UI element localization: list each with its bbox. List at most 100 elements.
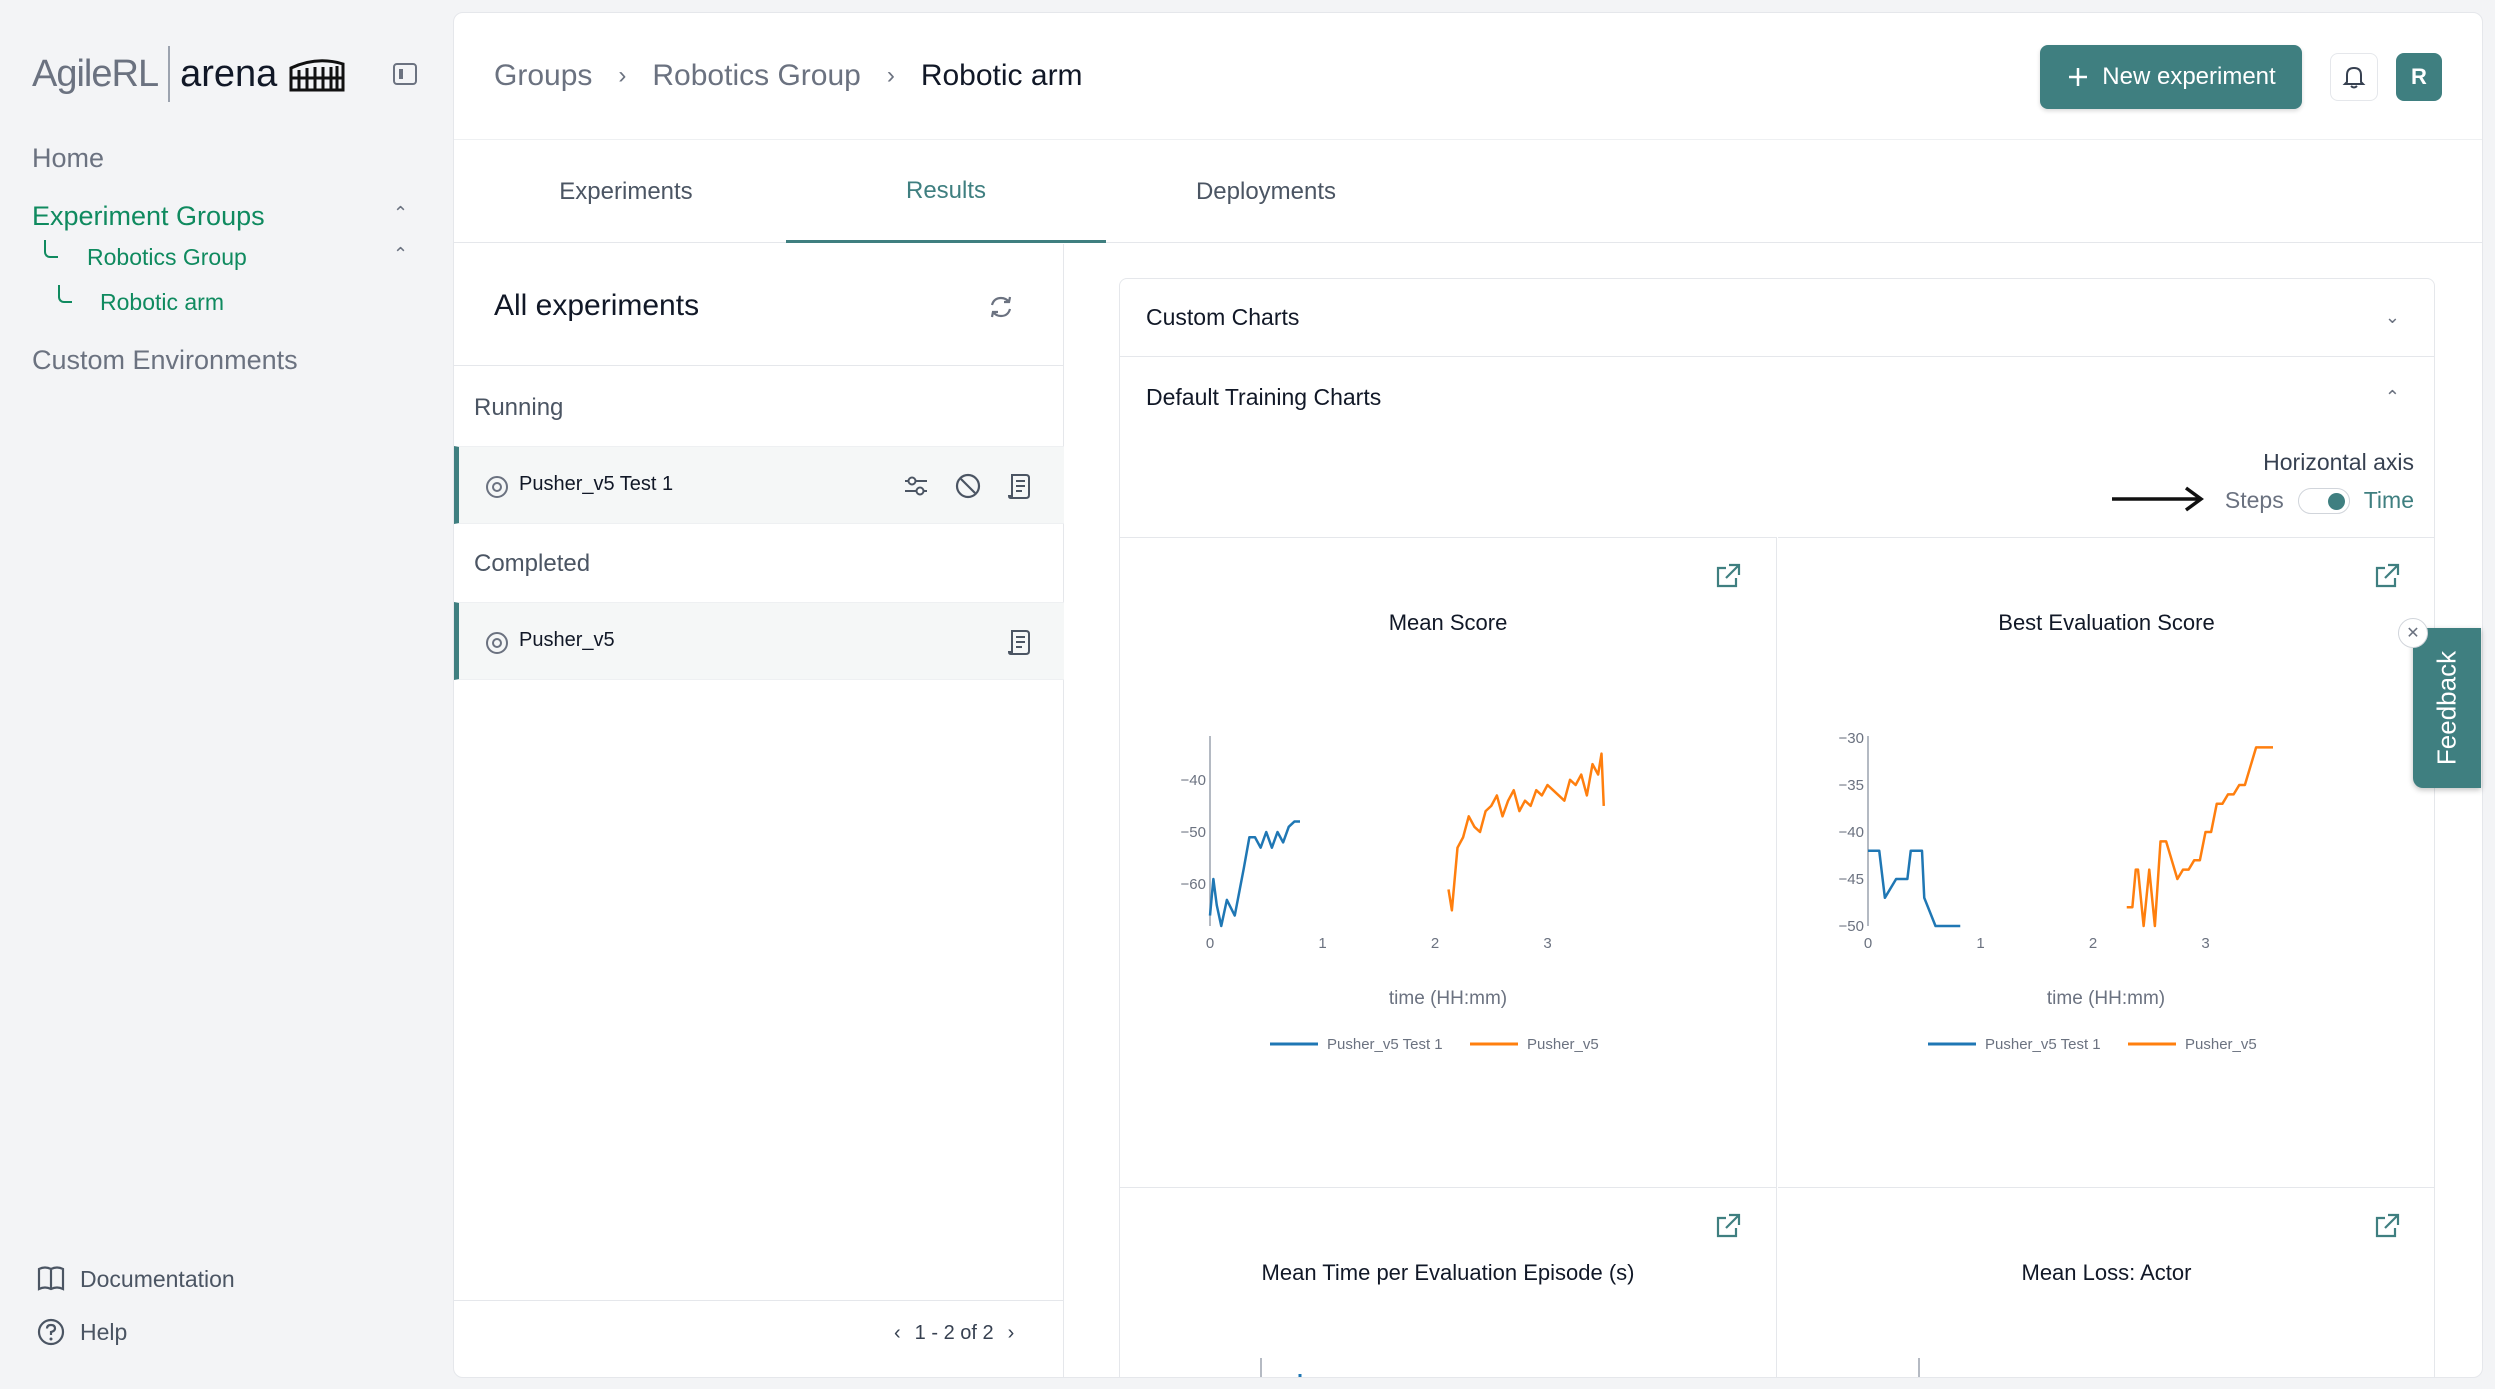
feedback-label: Feedback [2431,650,2462,766]
new-experiment-button[interactable]: New experiment [2040,45,2302,109]
y-tick-label: −50 [1839,918,1864,935]
x-axis-label: time (HH:mm) [1389,988,1507,1009]
axis-toggle-switch[interactable] [2297,487,2350,514]
breadcrumb-separator: › [886,62,895,89]
logo-arena-text: arena [180,52,278,95]
chart-title: Mean Loss: Actor [2021,1260,2192,1285]
sliders-icon[interactable] [901,471,931,501]
external-link-icon[interactable] [2373,562,2401,590]
book-icon [37,1266,65,1291]
chevron-up-icon[interactable]: ⌃ [393,244,409,264]
external-link-icon[interactable] [1714,1212,1742,1240]
logs-icon[interactable] [1005,471,1035,501]
pagination: ‹ 1 - 2 of 2 › [894,1322,1014,1345]
nav-experiment-groups[interactable]: Experiment Groups [32,201,265,231]
tab-results[interactable]: Results [786,141,1106,243]
experiments-title: All experiments [494,289,700,322]
chevron-up-icon[interactable]: ⌃ [393,203,409,223]
notifications-button[interactable] [2330,53,2378,101]
y-tick-label: −60 [1181,876,1206,893]
new-experiment-label: New experiment [2102,63,2276,90]
breadcrumb-robotics-group[interactable]: Robotics Group [652,59,861,92]
sidebar-collapse-icon[interactable] [392,62,418,86]
chart-axis-stub [1260,1358,1302,1377]
tab-deployments[interactable]: Deployments [1195,178,1337,205]
tree-branch-icon [58,285,72,303]
x-tick-label: 0 [1864,935,1872,952]
avatar[interactable]: R [2396,53,2442,101]
x-tick-label: 0 [1206,935,1214,952]
running-label: Running [474,394,564,421]
external-link-icon[interactable] [2373,1212,2401,1240]
y-tick-label: −40 [1839,824,1864,841]
agilerl-arena-logo[interactable]: AgileRL arena [32,44,347,104]
nav-robotics-group[interactable]: Robotics Group [87,244,247,270]
chevron-right-icon[interactable]: › [1007,1322,1015,1344]
chevron-down-icon[interactable]: ⌄ [2384,307,2400,327]
breadcrumb-separator: › [618,62,627,89]
divider [454,1300,1064,1301]
steps-label[interactable]: Steps [2224,487,2284,513]
mean-score-chart: 0 1 2 3 −40 −50 −60 time (HH:mm) Pusher_v5 Test … [1181,736,1605,1053]
breadcrumb-groups[interactable]: Groups [494,59,593,92]
chart-card-mean-time-per-episode: Mean Time per Evaluation Episode (s) [1120,1187,1777,1377]
nav-documentation[interactable]: Documentation [36,1265,235,1293]
plus-icon [2069,68,2088,86]
tab-experiments[interactable]: Experiments [559,178,693,205]
colosseum-icon [289,59,345,92]
stop-icon[interactable] [953,471,983,501]
y-tick-label: −30 [1839,730,1864,747]
nav-custom-environments[interactable]: Custom Environments [32,345,298,375]
x-tick-label: 1 [1318,935,1326,952]
x-tick-label: 3 [1543,935,1551,952]
list-item[interactable]: Pusher_v5 Test 1 [454,446,1064,524]
nav-robotic-arm[interactable]: Robotic arm [100,289,224,315]
y-tick-label: −35 [1839,777,1864,794]
y-tick-label: −50 [1181,824,1206,841]
plot-area: 0 1 2 3 −40 −50 −60 time (HH:mm) Pusher_v5 Test … [1181,736,1605,1053]
y-tick-label: −45 [1839,871,1864,888]
logs-icon[interactable] [1005,627,1035,657]
refresh-icon[interactable] [986,292,1016,322]
chart-card-mean-score: Mean Score 0 1 2 3 −40 −50 −60 time (HH:mm) Push… [1120,537,1777,1187]
experiment-name: Pusher_v5 [519,629,615,651]
chevron-up-icon[interactable]: ⌃ [2384,386,2400,407]
nav-home[interactable]: Home [32,143,105,173]
eye-icon[interactable] [484,630,510,656]
bell-icon [2342,66,2366,89]
chart-title: Mean Score [1388,610,1508,635]
plot-area: 0 1 2 3 −30 −35 −40 −45 −50 time (HH:mm) Pusher_v5… [1839,730,2273,1053]
x-tick-label: 3 [2201,935,2209,952]
arrow-right-icon [2112,486,2204,512]
external-link-icon[interactable] [1714,562,1742,590]
tree-branch-icon [44,240,58,258]
legend-label: Pusher_v5 [2185,1036,2257,1053]
top-bar: Groups › Robotics Group › Robotic arm Ne… [454,13,2482,140]
chart-title: Mean Time per Evaluation Episode (s) [1261,1260,1635,1285]
feedback-tab[interactable]: Feedback [2413,628,2481,788]
time-label[interactable]: Time [2363,487,2414,513]
experiment-name: Pusher_v5 Test 1 [519,473,674,495]
y-tick-label: −40 [1181,772,1206,789]
horizontal-axis-label: Horizontal axis [2263,449,2414,475]
default-charts-label: Default Training Charts [1146,383,1382,410]
x-tick-label: 2 [2089,935,2097,952]
help-circle-icon [37,1318,65,1346]
nav-help[interactable]: Help [36,1317,127,1347]
breadcrumb-robotic-arm: Robotic arm [920,59,1083,92]
sidebar: AgileRL arena Home Experiment Groups ⌃ R… [0,0,452,1389]
close-icon[interactable]: ✕ [2398,618,2428,648]
custom-charts-accordion[interactable]: Custom Charts ⌄ [1120,279,2434,357]
series-line-1 [1208,820,1300,928]
eye-icon[interactable] [484,474,510,500]
list-item[interactable]: Pusher_v5 [454,602,1064,680]
x-tick-label: 1 [1976,935,1984,952]
legend-label: Pusher_v5 [1527,1036,1599,1053]
chevron-left-icon[interactable]: ‹ [894,1322,901,1344]
horizontal-axis-toggle: Steps Time [2225,487,2414,514]
default-training-charts-accordion[interactable]: Default Training Charts ⌃ [1120,358,2434,436]
tab-bar: Experiments Results Deployments [454,141,2482,243]
series-line-2 [2126,746,2273,928]
breadcrumb: Groups › Robotics Group › Robotic arm [494,59,1083,93]
x-axis-label: time (HH:mm) [2047,988,2165,1009]
